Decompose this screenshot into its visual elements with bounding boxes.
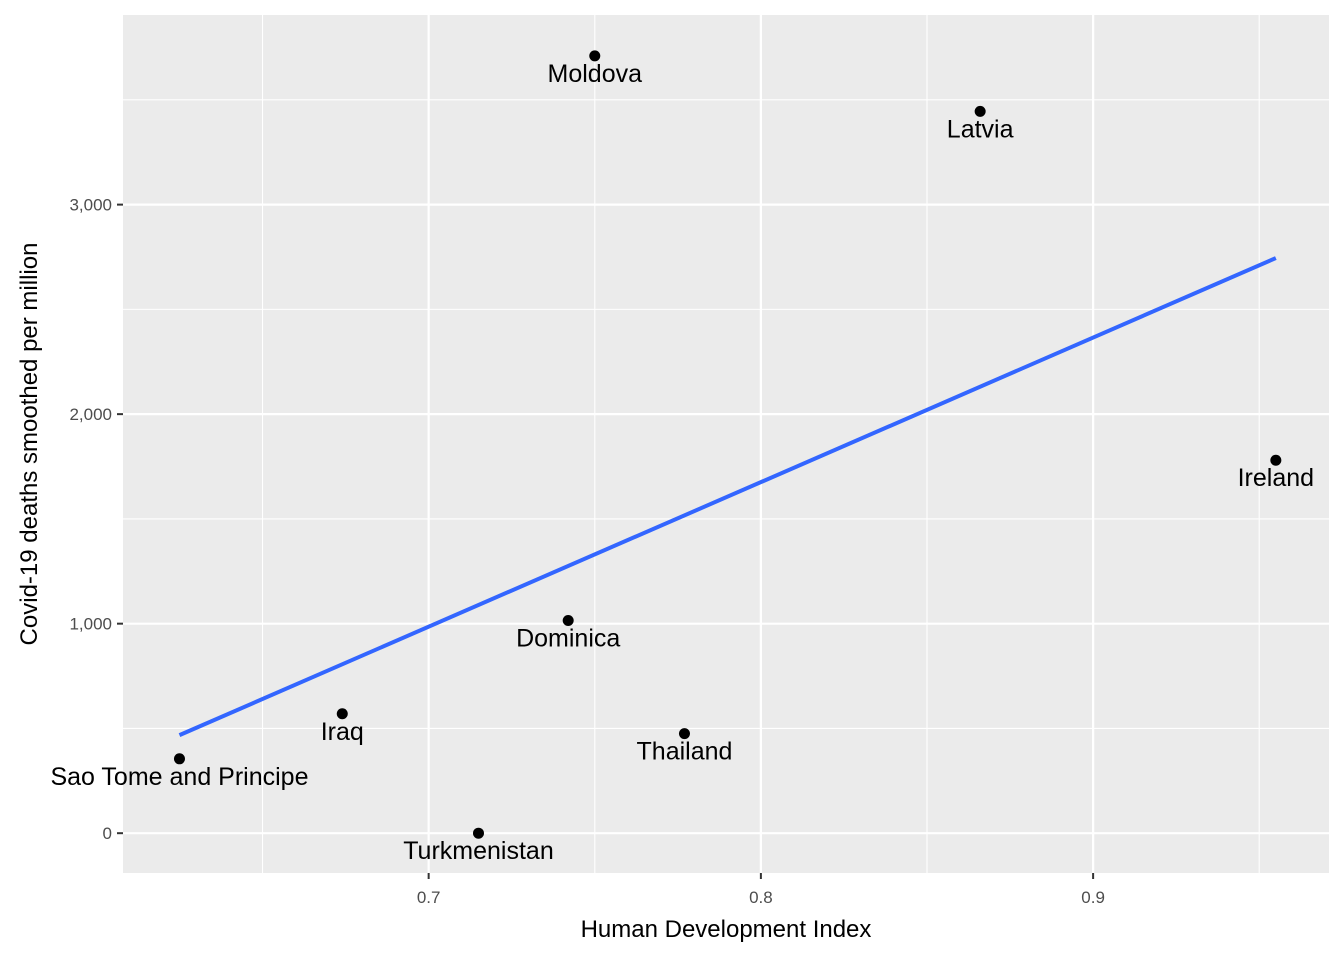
point-label: Dominica <box>516 625 620 653</box>
data-point <box>562 615 574 627</box>
point-label: Thailand <box>637 738 733 766</box>
data-point <box>974 105 986 117</box>
x-axis-title: Human Development Index <box>581 916 872 943</box>
point-label: Iraq <box>321 718 364 746</box>
x-tick-label: 0.7 <box>417 888 441 907</box>
x-tick-label: 0.9 <box>1081 888 1105 907</box>
data-point <box>173 753 185 765</box>
y-axis: 0 1,000 2,000 3,000 <box>69 196 123 843</box>
point-label: Latvia <box>947 115 1014 143</box>
point-labels: Moldova Latvia Ireland Dominica Iraq Thailand… <box>50 60 1314 865</box>
minor-gridlines <box>123 15 1329 873</box>
point-label: Moldova <box>548 60 643 88</box>
data-point <box>1270 454 1282 466</box>
plot-panel <box>123 15 1329 873</box>
data-point <box>678 728 690 740</box>
point-label: Sao Tome and Principe <box>50 763 308 791</box>
major-gridlines <box>123 15 1329 873</box>
x-tick-label: 0.8 <box>749 888 773 907</box>
trend-line-group <box>178 256 1277 737</box>
data-point <box>336 708 348 720</box>
y-tick-label: 0 <box>103 824 112 843</box>
y-axis-title: Covid-19 deaths smoothed per million <box>16 243 43 646</box>
data-point <box>589 50 601 62</box>
x-axis: 0.7 0.8 0.9 <box>417 873 1105 907</box>
y-tick-label: 1,000 <box>69 615 112 634</box>
point-label: Turkmenistan <box>403 837 554 865</box>
y-tick-label: 2,000 <box>69 405 112 424</box>
point-label: Ireland <box>1238 464 1314 492</box>
data-point <box>472 827 484 839</box>
trend-line <box>178 256 1277 737</box>
data-points <box>173 50 1282 839</box>
y-tick-label: 3,000 <box>69 196 112 215</box>
